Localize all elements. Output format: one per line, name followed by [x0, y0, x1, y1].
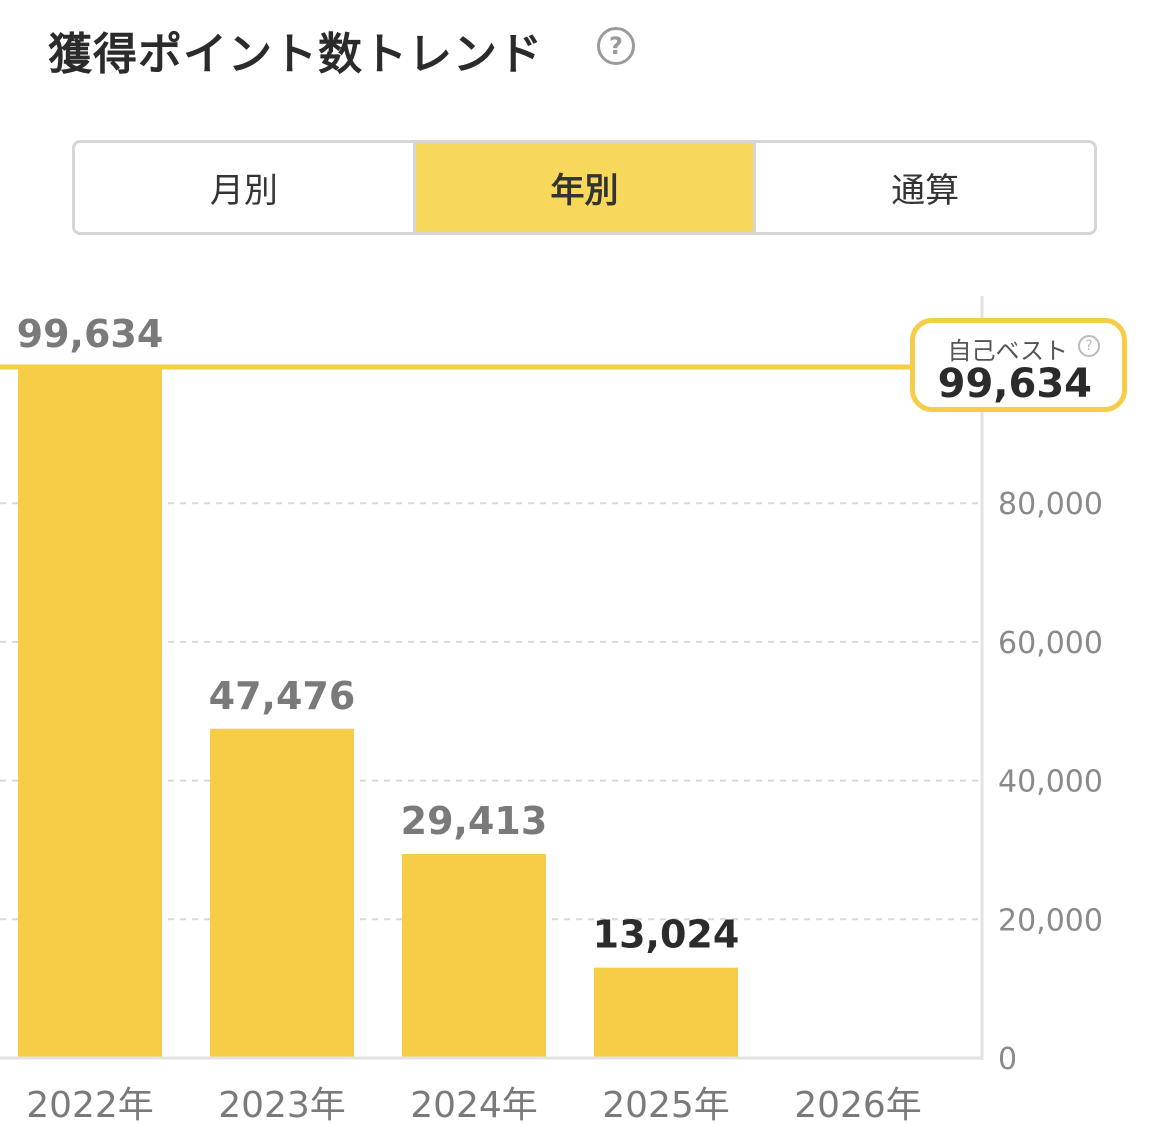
y-tick-label: 0 [998, 1042, 1017, 1077]
tab-total[interactable]: 通算 [891, 171, 960, 211]
tab-monthly[interactable]: 月別 [75, 143, 416, 232]
help-icon[interactable]: ? [1078, 335, 1100, 357]
y-tick-label: 60,000 [998, 626, 1103, 661]
tab-yearly[interactable]: 年別 [415, 143, 757, 232]
data-label: 13,024 [593, 913, 740, 957]
x-tick-label: 2022年 [26, 1085, 154, 1126]
page-title: 獲得ポイント数トレンド [48, 29, 543, 80]
bar [402, 854, 546, 1058]
y-tick-label: 80,000 [998, 487, 1103, 522]
personal-best-label: 自己ベスト [947, 337, 1068, 365]
x-tick-label: 2024年 [410, 1085, 538, 1126]
bar [210, 728, 354, 1058]
data-label: 99,634 [17, 312, 164, 356]
y-tick-label: 40,000 [998, 765, 1103, 800]
personal-best-value: 99,634 [937, 361, 1092, 407]
help-icon[interactable]: ? [597, 27, 635, 65]
bar [18, 367, 162, 1058]
y-tick-label: 20,000 [998, 903, 1103, 938]
personal-best-badge: 自己ベスト ? 99,634 [910, 318, 1127, 412]
x-tick-label: 2025年 [602, 1085, 730, 1126]
x-tick-label: 2023年 [218, 1085, 346, 1126]
bar [594, 967, 738, 1058]
x-tick-label: 2026年 [794, 1085, 922, 1126]
period-tabs: 月別 年別 通算 [72, 140, 1097, 235]
data-label: 29,413 [401, 799, 548, 843]
data-label: 47,476 [209, 674, 356, 718]
points-bar-chart: 0 20,000 40,000 60,000 80,000 99,634 2022年 47,4… [0, 296, 1103, 1126]
